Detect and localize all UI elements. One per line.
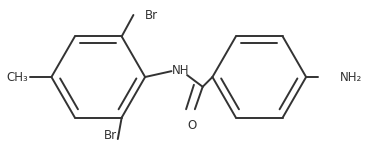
Text: CH₃: CH₃: [6, 71, 28, 84]
Text: NH: NH: [172, 64, 189, 77]
Text: NH₂: NH₂: [340, 71, 362, 84]
Text: Br: Br: [104, 129, 116, 142]
Text: Br: Br: [145, 9, 158, 22]
Text: O: O: [187, 119, 197, 132]
